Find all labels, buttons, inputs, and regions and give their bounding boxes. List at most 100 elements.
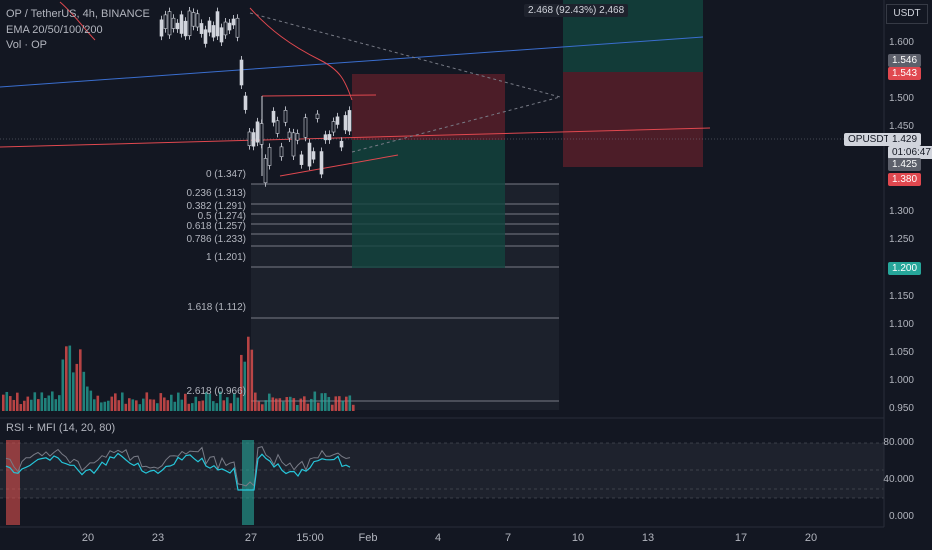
price-tag-entry: 1.425 [888,158,922,171]
volume-bar [184,393,187,411]
countdown-tag: 01:06:47 [888,146,932,159]
volume-bar [30,399,33,411]
volume-bar [128,398,131,411]
volume-bar [142,398,145,411]
price-tick: 1.000 [888,375,914,386]
volume-bar [79,349,82,411]
price-tick: 1.450 [888,121,914,132]
fib-level-label: 2.618 (0.966) [186,386,247,397]
rsi-legend[interactable]: RSI + MFI (14, 20, 80) [6,422,116,434]
candle [167,11,172,36]
candle [195,13,200,28]
volume-bar [282,401,285,411]
volume-bar [5,391,9,411]
price-pane[interactable] [0,0,884,411]
mfi-line [5,445,351,487]
volume-bar [173,401,177,411]
volume-bar [278,398,282,411]
volume-bar [310,398,313,411]
time-tick: 10 [571,532,585,544]
price-tick: 1.600 [888,37,914,48]
price-tick: 1.300 [888,206,914,217]
rsi-line [5,452,351,491]
fib-level-label: 1 (1.201) [205,252,246,263]
volume-bar [47,395,51,411]
candle [251,132,256,147]
volume-bar [331,404,334,411]
candle [283,110,288,123]
volume-bar [177,392,180,411]
price-tick: 0.950 [888,403,914,414]
candle [275,120,280,134]
rsi-tick: 40.000 [883,474,914,485]
candle [291,132,296,157]
symbol-title[interactable]: OP / TetherUS, 4h, BINANCE [6,8,150,20]
volume-bar [9,396,12,411]
volume-bar [51,391,54,411]
candle [239,59,244,86]
candle [159,19,164,37]
volume-bar [338,396,341,411]
volume-bar [289,396,292,411]
time-tick: 7 [504,532,512,544]
volume-bar [163,397,166,411]
candle [331,121,336,133]
volume-bar [219,391,222,411]
candle [311,151,316,160]
trendline-blue [0,36,704,88]
candle [207,20,212,33]
volume-bar [89,390,93,411]
ema-line [249,7,353,101]
volume-bar [271,397,275,411]
time-tick: 20 [81,532,95,544]
volume-bar [75,363,79,411]
risk-zone [563,72,703,167]
volume-bar [264,400,268,411]
volume-bar [226,397,229,411]
time-tick: 4 [434,532,442,544]
take-profit-zone [352,140,505,268]
volume-bar [117,400,121,411]
fib-level-label: 0.382 (1.291) [186,201,247,212]
volume-bar [12,399,16,411]
volume-bar [54,399,58,411]
candle [203,29,208,44]
price-tick: 1.150 [888,291,914,302]
volume-bar [152,399,156,411]
volume-bar [166,400,170,411]
candle [259,123,264,145]
volume-bar [303,396,306,411]
candle [327,134,332,141]
fib-level-label: 0.5 (1.274) [197,211,246,222]
volume-bar [327,397,331,411]
candle [231,18,236,26]
volume-bar [268,393,271,411]
fib-level-label: 0.236 (1.313) [186,188,247,199]
price-tag-stop: 1.543 [888,67,922,80]
volume-bar [58,395,61,411]
symbol-tag[interactable]: OPUSDT [844,133,894,146]
volume-legend[interactable]: Vol · OP [6,39,47,51]
currency-button[interactable]: USDT [886,4,928,24]
ema-legend[interactable]: EMA 20/50/100/200 [6,24,103,36]
volume-bar [229,403,233,411]
volume-bar [201,400,205,411]
volume-bar [170,394,173,411]
volume-bar [107,400,110,411]
volume-bar [82,371,86,411]
rsi-tick: 0.000 [888,511,914,522]
volume-bar [233,393,236,411]
volume-bar [198,401,201,411]
time-tick: 20 [804,532,818,544]
candle [335,116,340,125]
volume-bar [131,399,135,411]
volume-bar [257,401,261,411]
volume-bar [334,396,338,411]
volume-bar [275,398,278,411]
volume-bar [324,393,327,411]
volume-bar [72,372,75,411]
rsi-pane[interactable] [0,440,884,525]
candle [303,117,308,138]
volume-bar [205,392,208,411]
